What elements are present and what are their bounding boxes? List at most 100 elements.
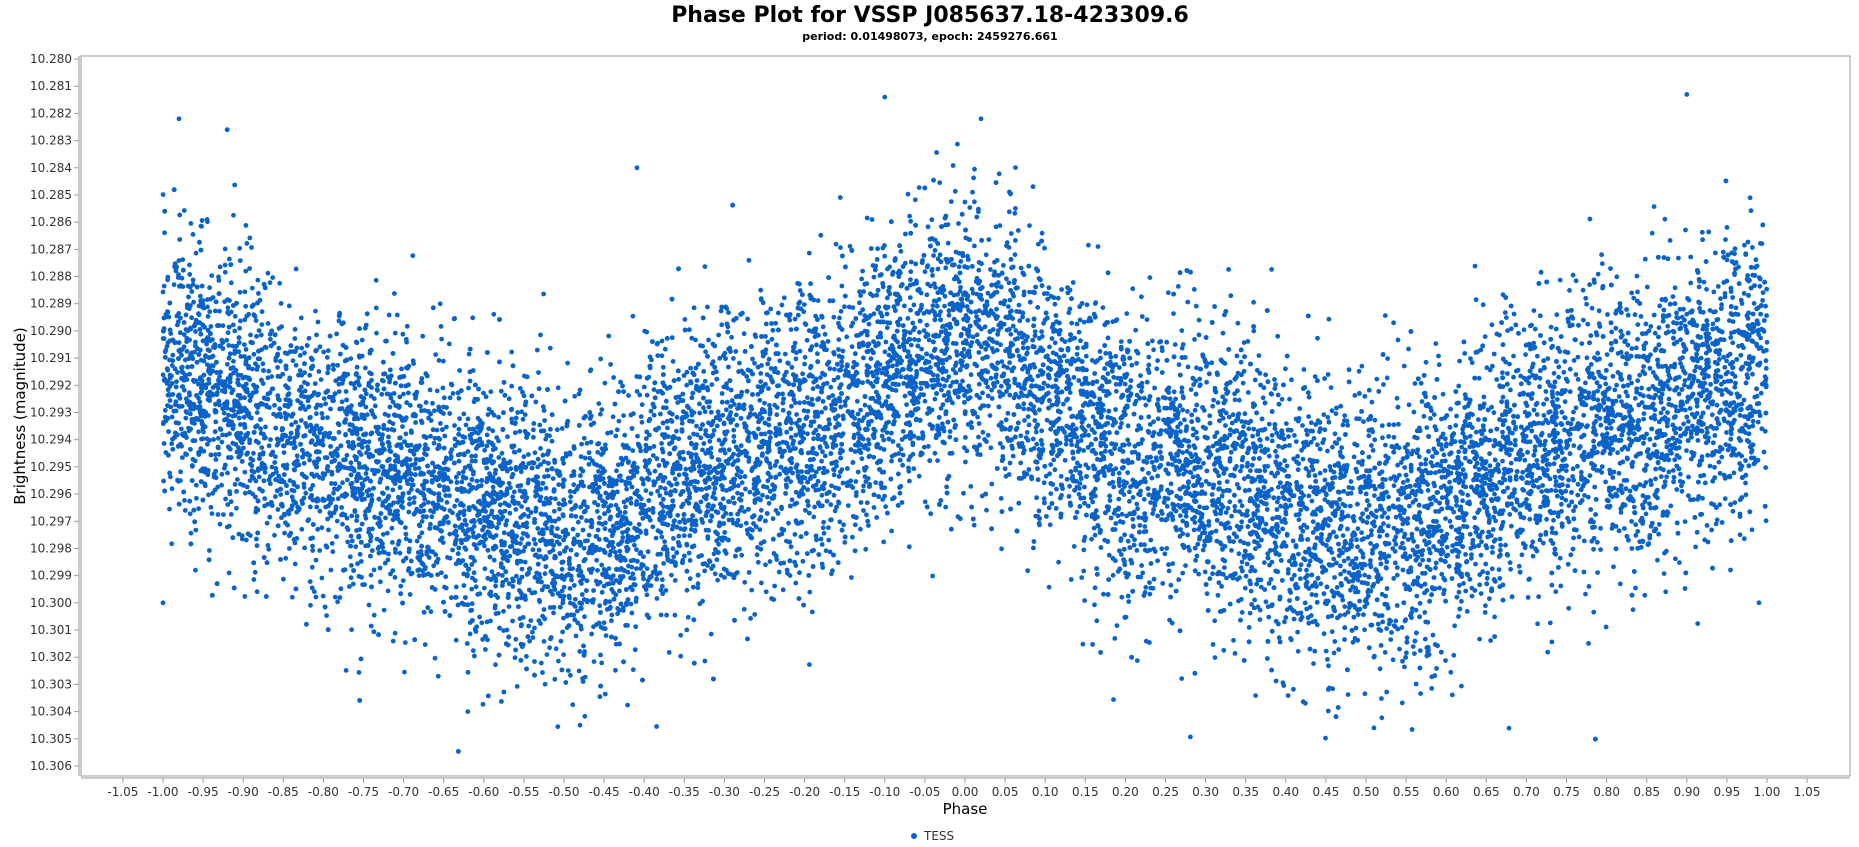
data-point bbox=[1391, 422, 1397, 428]
data-point bbox=[1581, 412, 1587, 418]
data-point bbox=[188, 221, 194, 226]
data-point bbox=[1105, 371, 1111, 377]
y-tick-label: 10.300 bbox=[30, 596, 72, 610]
data-point bbox=[739, 552, 745, 558]
data-point bbox=[267, 390, 273, 396]
data-point bbox=[1253, 546, 1258, 552]
data-point bbox=[1764, 339, 1770, 345]
data-point bbox=[898, 446, 904, 452]
data-point bbox=[962, 199, 968, 205]
data-point bbox=[1142, 511, 1148, 517]
data-point bbox=[577, 649, 583, 654]
data-point bbox=[644, 592, 650, 598]
data-point bbox=[1652, 416, 1658, 422]
data-point bbox=[896, 274, 902, 280]
data-point bbox=[1743, 480, 1748, 486]
data-point bbox=[581, 435, 587, 441]
data-point bbox=[1617, 581, 1623, 587]
data-point bbox=[1419, 552, 1425, 558]
y-tick-label: 10.301 bbox=[30, 623, 72, 637]
data-point bbox=[1006, 304, 1011, 309]
data-point bbox=[1583, 380, 1588, 386]
data-point bbox=[219, 482, 225, 488]
data-point bbox=[1064, 476, 1070, 482]
data-point bbox=[411, 361, 416, 366]
data-point bbox=[236, 445, 241, 450]
data-point bbox=[266, 546, 272, 552]
data-point bbox=[392, 330, 398, 336]
data-point bbox=[307, 457, 312, 463]
data-point bbox=[805, 503, 811, 508]
data-point bbox=[1456, 589, 1462, 595]
x-tick-label: -0.10 bbox=[869, 785, 900, 799]
data-point bbox=[501, 530, 507, 536]
data-point bbox=[1380, 435, 1385, 441]
data-point bbox=[1566, 605, 1572, 611]
data-point bbox=[1401, 363, 1407, 369]
data-point bbox=[440, 385, 446, 391]
y-tick-label: 10.287 bbox=[30, 242, 72, 256]
data-point bbox=[1333, 411, 1339, 416]
data-point bbox=[860, 380, 865, 386]
data-point bbox=[863, 479, 869, 484]
data-point bbox=[1055, 295, 1061, 301]
y-tick-label: 10.297 bbox=[30, 514, 72, 528]
data-point bbox=[1035, 305, 1041, 310]
data-point bbox=[1417, 562, 1423, 567]
data-point bbox=[1248, 468, 1253, 474]
data-point bbox=[1749, 527, 1755, 533]
data-point bbox=[1369, 443, 1374, 448]
data-point bbox=[714, 557, 720, 563]
data-point bbox=[1027, 223, 1032, 229]
data-point bbox=[1686, 474, 1691, 480]
data-point bbox=[1200, 547, 1206, 553]
data-point bbox=[1462, 455, 1468, 461]
data-point bbox=[1220, 415, 1226, 421]
data-point bbox=[764, 485, 770, 490]
data-point bbox=[1056, 559, 1061, 565]
data-point bbox=[259, 309, 265, 315]
data-point bbox=[1046, 505, 1052, 511]
data-point bbox=[1423, 457, 1429, 462]
data-point bbox=[305, 518, 311, 524]
data-point bbox=[1530, 553, 1536, 559]
data-point bbox=[1379, 423, 1385, 429]
data-point bbox=[961, 490, 966, 496]
data-point bbox=[1086, 503, 1091, 509]
chart-title: Phase Plot for VSSP J085637.18-423309.6 bbox=[671, 3, 1189, 28]
data-point bbox=[1750, 423, 1756, 429]
data-point bbox=[1688, 254, 1694, 260]
data-point bbox=[1041, 496, 1047, 502]
data-point bbox=[254, 410, 260, 415]
data-point bbox=[1035, 241, 1041, 247]
data-point bbox=[260, 361, 266, 367]
x-tick-label: 0.15 bbox=[1072, 785, 1099, 799]
data-point bbox=[1498, 542, 1503, 548]
data-point bbox=[702, 658, 708, 664]
data-point bbox=[1168, 481, 1174, 487]
data-point bbox=[598, 652, 603, 658]
y-tick-label: 10.281 bbox=[30, 79, 72, 93]
data-point bbox=[1308, 420, 1314, 426]
data-point bbox=[1672, 285, 1678, 291]
data-point bbox=[1289, 377, 1294, 383]
data-point bbox=[1397, 646, 1402, 652]
data-point bbox=[1246, 487, 1252, 493]
data-point bbox=[1268, 577, 1274, 582]
data-point bbox=[187, 511, 193, 517]
data-point bbox=[1608, 266, 1613, 271]
data-point bbox=[1669, 402, 1674, 408]
data-point bbox=[1686, 493, 1691, 499]
data-point bbox=[565, 668, 571, 673]
data-point bbox=[1197, 376, 1203, 382]
data-point bbox=[372, 414, 378, 420]
x-tick-label: -1.05 bbox=[107, 785, 138, 799]
data-point bbox=[221, 410, 227, 416]
data-point bbox=[1586, 641, 1591, 646]
data-point bbox=[836, 337, 842, 342]
data-point bbox=[702, 568, 708, 574]
data-point bbox=[831, 314, 837, 320]
data-point bbox=[733, 412, 739, 418]
data-point bbox=[1132, 537, 1137, 543]
